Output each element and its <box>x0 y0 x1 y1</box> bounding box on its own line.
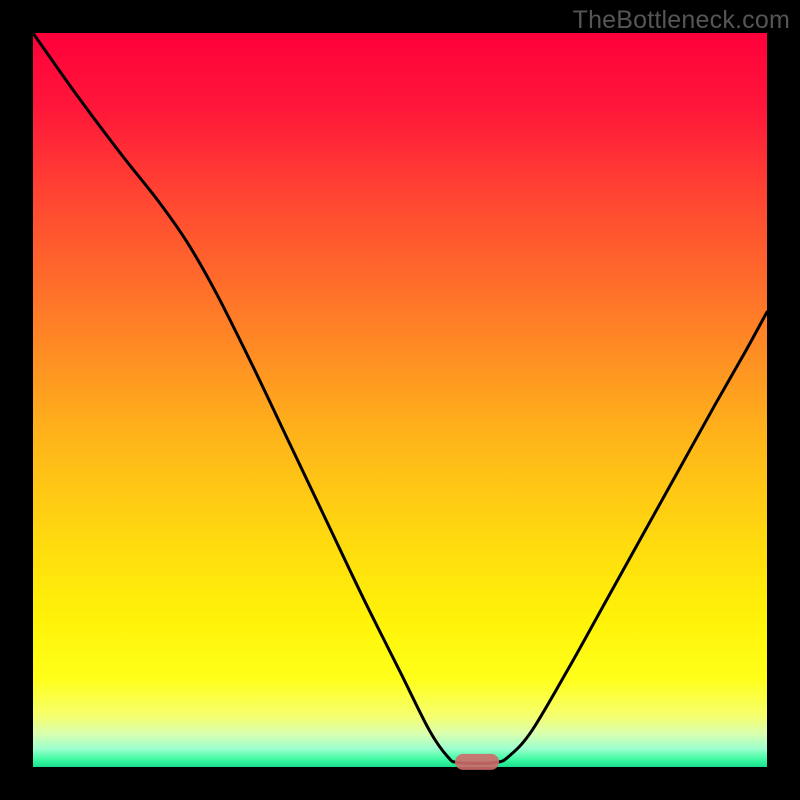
bottleneck-chart <box>0 0 800 800</box>
chart-container: TheBottleneck.com <box>0 0 800 800</box>
optimal-range-marker <box>455 754 499 770</box>
chart-background-gradient <box>33 33 767 767</box>
watermark-text: TheBottleneck.com <box>573 6 790 35</box>
